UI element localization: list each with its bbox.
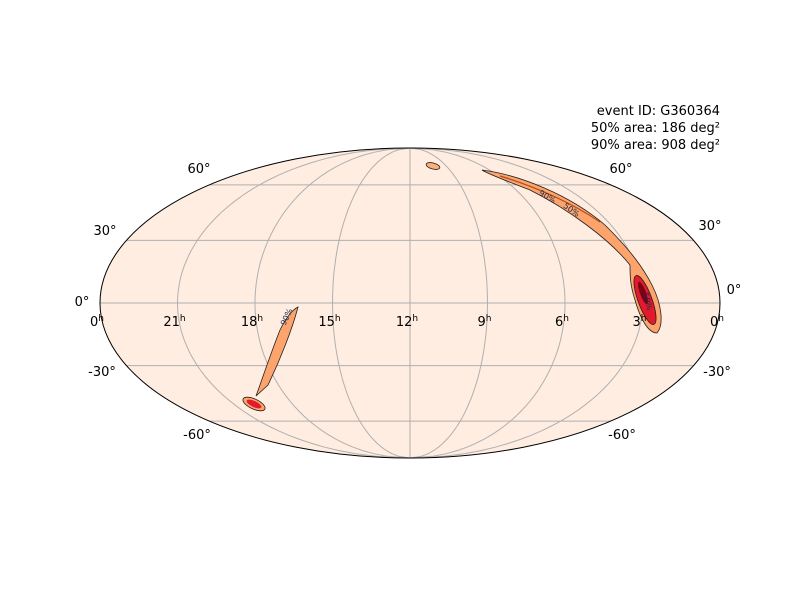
ra-value: 3 — [633, 315, 641, 330]
ra-value: 0 — [710, 315, 718, 330]
dec-label: 60° — [609, 162, 632, 177]
ra-label: 9h — [478, 314, 492, 330]
sky-border — [99, 147, 721, 459]
ra-value: 9 — [478, 315, 486, 330]
ra-unit: h — [335, 314, 341, 324]
ra-unit: h — [412, 314, 418, 324]
ra-value: 21 — [163, 315, 180, 330]
ra-unit: h — [718, 314, 724, 324]
ra-unit: h — [257, 314, 263, 324]
ra-unit: h — [486, 314, 492, 324]
ra-value: 12 — [396, 315, 413, 330]
graticule — [100, 148, 720, 458]
region-peak — [638, 281, 648, 305]
ra-unit: h — [98, 314, 104, 324]
dec-label: -30° — [88, 365, 116, 380]
ra-value: 15 — [318, 315, 335, 330]
ra-unit: h — [641, 314, 647, 324]
dec-label: 0° — [75, 295, 90, 310]
annotation: event ID: G360364 — [597, 104, 720, 119]
dec-label: 60° — [187, 162, 210, 177]
ra-label: 0h — [710, 314, 724, 330]
region — [425, 162, 441, 170]
region-core — [499, 175, 601, 223]
annotation: 90% area: 908 deg² — [591, 138, 720, 153]
dec-label: 30° — [698, 219, 721, 234]
probability-regions: 90% 50% 90% 50% — [242, 162, 662, 412]
dec-label: 30° — [93, 224, 116, 239]
region — [481, 169, 662, 334]
dec-label: -30° — [703, 365, 731, 380]
ra-label: 21h — [163, 314, 185, 330]
ra-value: 0 — [90, 315, 98, 330]
ra-label: 6h — [555, 314, 569, 330]
dec-label: 0° — [727, 283, 742, 298]
ra-label: 3h — [633, 314, 647, 330]
ra-label: 18h — [241, 314, 263, 330]
region — [255, 306, 299, 397]
dec-label: -60° — [608, 428, 636, 443]
ra-value: 18 — [241, 315, 258, 330]
ra-unit: h — [180, 314, 186, 324]
annotation: 50% area: 186 deg² — [591, 121, 720, 136]
ra-label: 0h — [90, 314, 104, 330]
dec-label: -60° — [183, 428, 211, 443]
region-core — [246, 399, 262, 409]
ra-label: 12h — [396, 314, 418, 330]
ra-value: 6 — [555, 315, 563, 330]
ra-label: 15h — [318, 314, 340, 330]
ra-unit: h — [563, 314, 569, 324]
